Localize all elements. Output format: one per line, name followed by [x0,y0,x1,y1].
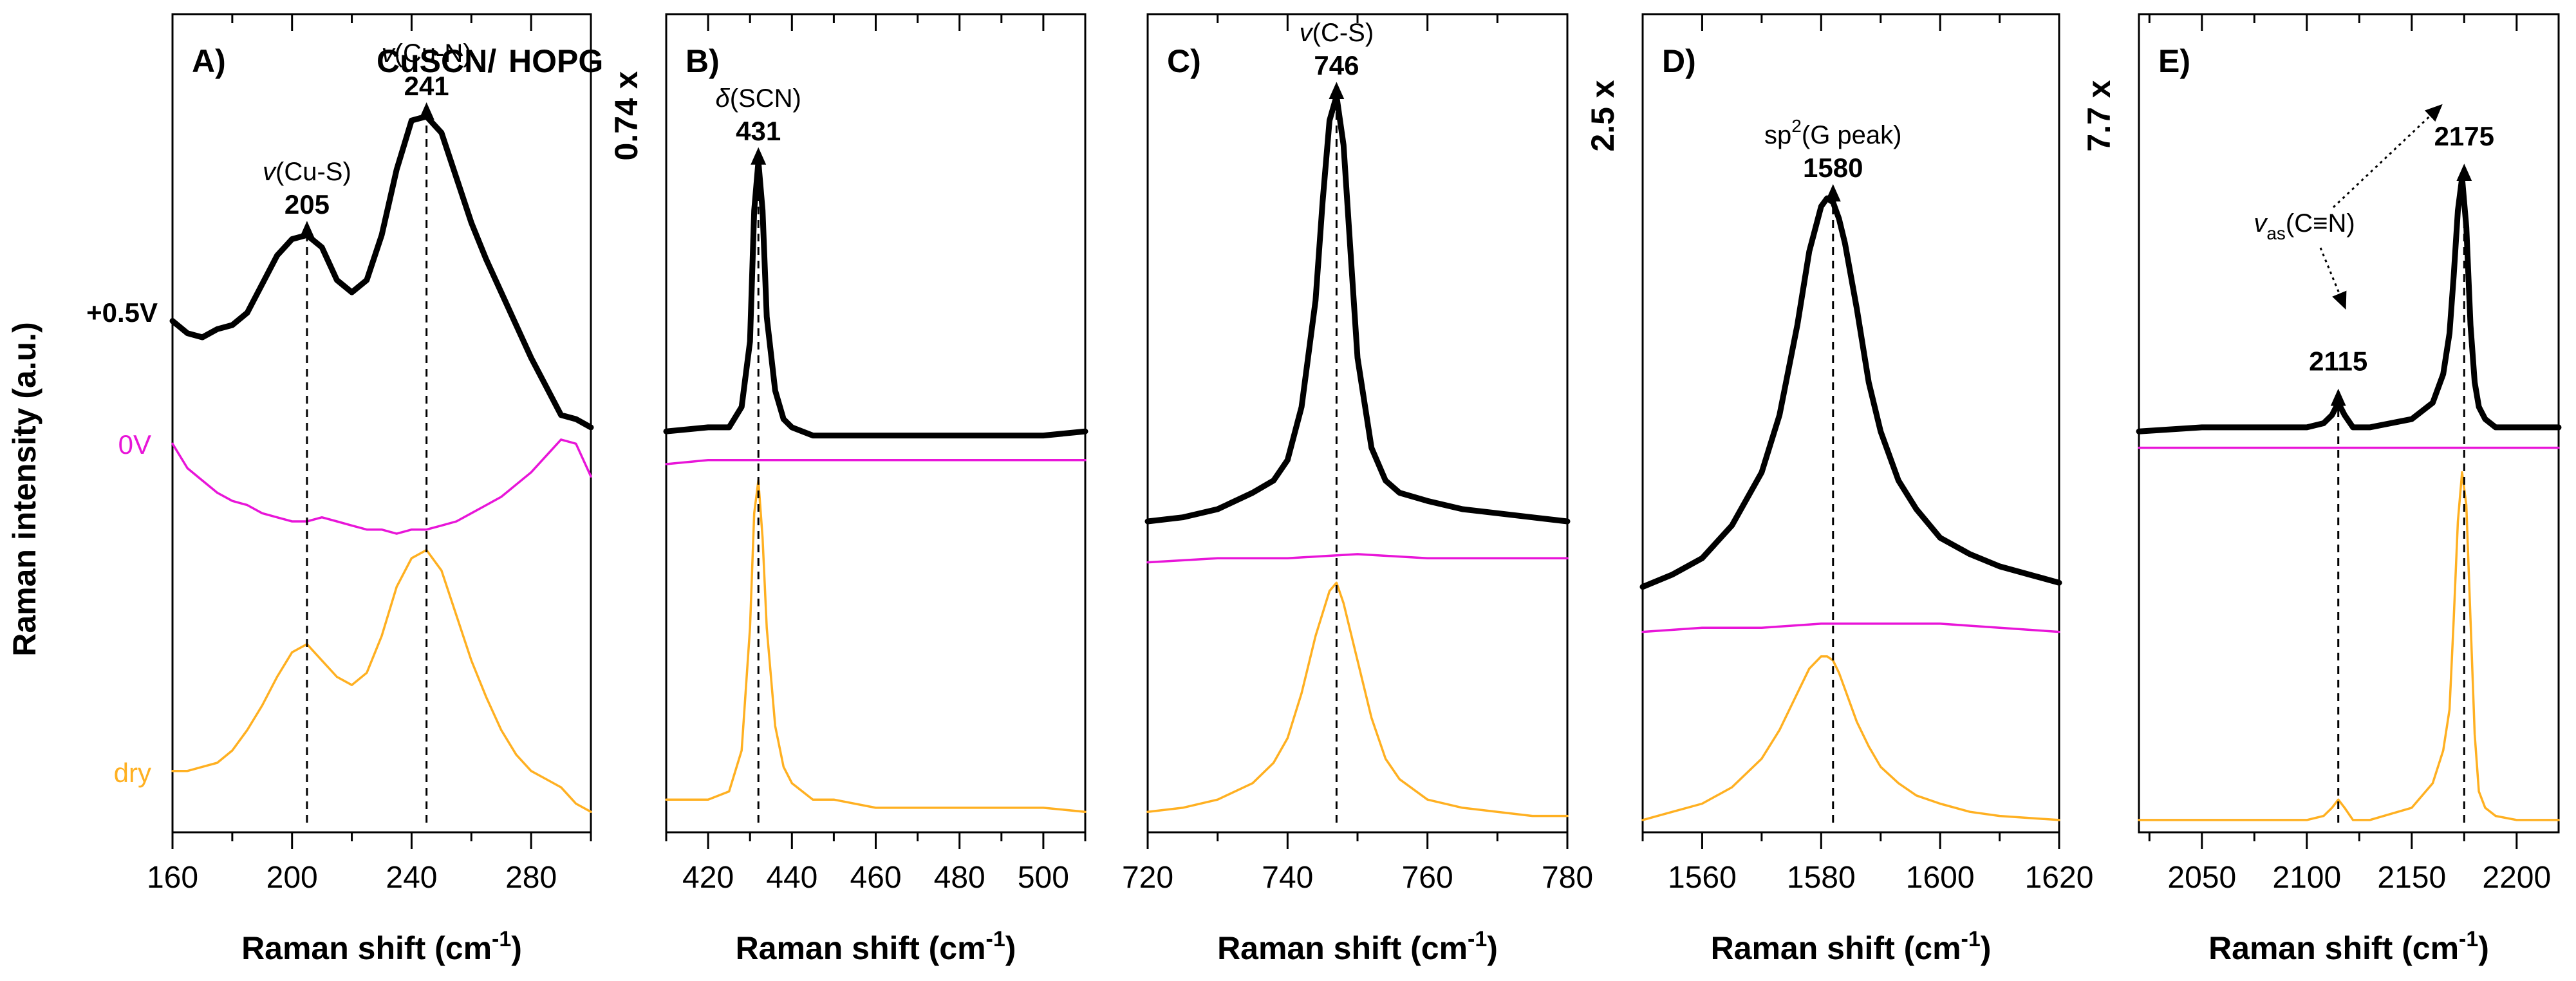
x-tick-label: 740 [1262,861,1313,895]
series-orange [1641,655,2060,821]
panel-label: E) [2158,43,2190,79]
trace-label-orange: dry [114,758,151,788]
panel-1: 160 200 240 280 Raman shift (cm-1) A) v(Cu-S) 2… [147,13,594,966]
x-tick-label: 160 [147,861,198,895]
peak-annotation: sp2(G peak) [1764,116,1901,149]
x-tick-label: 780 [1542,861,1593,895]
panel-label: C) [1167,43,1201,79]
x-tick-label: 200 [266,861,318,895]
panel-label: D) [1662,43,1696,79]
series-black [169,113,594,431]
x-tick-label: 1580 [1787,861,1856,895]
x-tick-label: 500 [1018,861,1069,895]
e-dotted-arrow-2175 [2332,104,2443,209]
panel-5: 2050 2100 2150 2200 Raman shift (cm-1) E) 7.7 … [2081,13,2562,966]
x-axis-title: Raman shift (cm-1) [1711,927,1992,966]
peak-value: 205 [285,189,330,220]
y-axis-title: Raman intensity (a.u.) [6,322,42,657]
x-tick-label: 1600 [1906,861,1975,895]
series-black [1144,93,1571,525]
x-axis-title: Raman shift (cm-1) [2208,927,2489,966]
peak-annotation: δ(SCN) [716,84,801,113]
x-tick-label: 240 [386,861,437,895]
scale-factor: 7.7 x [2081,80,2117,151]
e-dotted-arrow-2115 [2319,247,2347,310]
panel-frame [1146,13,1569,834]
x-tick-label: 420 [682,861,734,895]
series-black [1639,195,2062,590]
series-magenta [665,458,1087,465]
x-tick-label: 720 [1122,861,1173,895]
scale-factor: 0.74 x [608,71,644,160]
series-black [663,158,1088,439]
peak-value: 431 [736,116,781,146]
series-orange [665,479,1087,813]
peak-annotation: v(Cu-N) [382,39,472,68]
peak-annotation: v(Cu-S) [263,158,351,186]
x-tick-label: 460 [850,861,901,895]
x-tick-label: 280 [505,861,557,895]
panel-frame [2138,13,2560,834]
x-tick-label: 1560 [1668,861,1737,895]
x-axis-title: Raman shift (cm-1) [736,927,1016,966]
panel-label: B) [686,43,720,79]
trace-label-magenta: 0V [118,429,151,460]
scale-factor: 2.5 x [1585,80,1621,151]
x-tick-label: 2100 [2272,861,2341,895]
x-tick-label: 1620 [2025,861,2094,895]
peak-annotation: v(C-S) [1300,19,1374,47]
panel-3: 720 740 760 780 Raman shift (cm-1) C) v(C-S) 74… [1122,13,1593,966]
legend-title-orange: HOPG [509,43,603,79]
x-tick-label: 2200 [2482,861,2551,895]
x-tick-label: 480 [934,861,985,895]
legend-title-black: CuSCN/ [377,43,496,79]
peak-value: 241 [404,71,449,101]
x-tick-label: 760 [1402,861,1453,895]
x-tick-label: 2050 [2167,861,2236,895]
x-tick-label: 2150 [2377,861,2446,895]
trace-label-black: +0.5V [86,297,158,328]
panel-frame [1641,13,2060,834]
panel-label: A) [192,43,226,79]
series-black [2136,174,2562,434]
series-magenta [171,438,592,535]
peak-value: 2175 [2434,121,2494,151]
peak-value: 1580 [1803,153,1863,183]
annotation-label: vas(C≡N) [2254,209,2355,243]
peak-value: 2115 [2309,346,2367,377]
peak-value: 746 [1314,50,1359,80]
panel-4: 1560 1580 1600 1620 Raman shift (cm-1) D) 2.5 … [1585,13,2094,966]
series-orange [171,548,592,813]
x-tick-label: 440 [766,861,817,895]
series-magenta [1146,553,1569,564]
series-orange [1146,581,1569,818]
panel-frame [171,13,592,834]
x-axis-title: Raman shift (cm-1) [241,927,522,966]
series-orange [2138,471,2560,821]
x-axis-title: Raman shift (cm-1) [1217,927,1498,966]
series-magenta [1641,622,2060,633]
